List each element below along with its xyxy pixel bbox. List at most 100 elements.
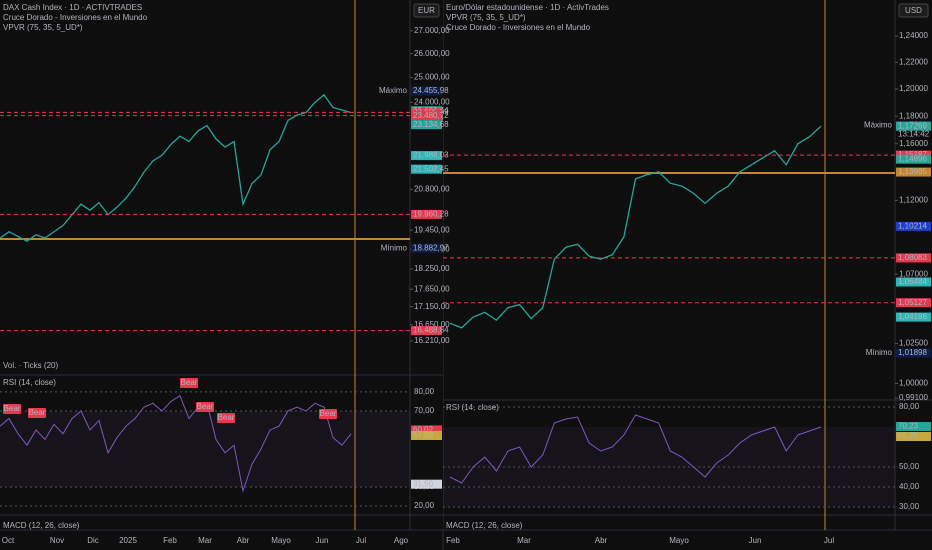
header-line-2: VPVR (75, 35, 5_UD*) [446, 13, 526, 22]
rsi-tick-label: 50,00 [899, 462, 920, 471]
time-label: Feb [163, 536, 177, 545]
price-tag-label: 1,01898 [898, 348, 927, 357]
price-tag-label: 24.455,98 [413, 86, 449, 95]
time-label: Ago [394, 536, 409, 545]
price-tick-label: 1,07000 [899, 269, 928, 278]
currency: EUR [418, 6, 435, 15]
bear-label: Bear [4, 404, 21, 413]
rsi-tag [896, 432, 931, 441]
price-tick-label: 16.650,00 [414, 320, 450, 329]
rsi-tick-label: 70,00 [414, 406, 435, 415]
time-label: Mayo [271, 536, 291, 545]
price-tick-label: 1,02500 [899, 339, 928, 348]
countdown: 13:14:42 [898, 129, 930, 138]
time-label: Abr [595, 536, 608, 545]
price-tick-label: 1,24000 [899, 31, 928, 40]
bear-badge [28, 408, 46, 418]
price-tag [896, 221, 931, 231]
price-tag [411, 164, 442, 174]
rsi-tick-label: 30,00 [899, 502, 920, 511]
bear-label: Bear [320, 409, 337, 418]
bear-label: Bear [181, 378, 198, 387]
rsi-tag-label: 60,02 [413, 425, 434, 434]
bear-label: Bear [218, 413, 235, 422]
bear-badge [319, 409, 337, 419]
price-tag-label: 21.502,45 [413, 164, 449, 173]
price-tick-label: 1,20000 [899, 84, 928, 93]
price-tick-label: 24.000,00 [414, 97, 450, 106]
price-tag [411, 86, 442, 96]
price-tag-label: 1,10214 [898, 221, 927, 230]
price-tag [896, 253, 931, 263]
price-tag [896, 154, 931, 164]
price-tag [411, 111, 442, 121]
time-label: Nov [50, 536, 64, 545]
rsi-title: RSI (14, close) [3, 378, 56, 387]
price-tick-label: 17.650,00 [414, 284, 450, 293]
rsi-tag-label: 65,25 [898, 432, 919, 441]
volume-label: Vol. · Ticks (20) [3, 361, 58, 370]
rsi-tick-label: 20,00 [414, 501, 435, 510]
price-tag [411, 326, 442, 336]
price-tag-label: 1,04196 [898, 312, 927, 321]
time-label: Jul [824, 536, 834, 545]
header-title: DAX Cash Index · 1D · ACTIVTRADES [3, 3, 142, 12]
time-label: Mar [198, 536, 212, 545]
price-tick-label: 0,99100 [899, 393, 928, 402]
price-tag [896, 312, 931, 322]
rsi-tag-label: 31,50 [413, 479, 434, 488]
price-tag [896, 121, 931, 131]
macd-title: MACD (12, 26, close) [446, 521, 523, 530]
rsi-title: RSI (14, close) [446, 403, 499, 412]
price-tag-note: Mínimo [381, 243, 408, 252]
price-tag [896, 348, 931, 358]
currency-box [413, 3, 440, 18]
rsi-tag-label: 70,23 [898, 422, 919, 431]
time-label: Feb [446, 536, 460, 545]
rsi-tick-label: 80,00 [414, 387, 435, 396]
rsi-tag-label: 57,09 [413, 431, 434, 440]
price-tag [411, 243, 442, 253]
price-tick-label: 17.150,00 [414, 302, 450, 311]
price-tag-label: 19.960,28 [413, 210, 449, 219]
bear-badge [196, 402, 214, 412]
price-tick-label: 27.000,00 [414, 26, 450, 35]
time-label: Mayo [669, 536, 689, 545]
rsi-tag [411, 431, 442, 441]
price-tick-label: 1,16000 [899, 139, 928, 148]
price-tick-label: 1,00000 [899, 379, 928, 388]
header-line-2: Cruce Dorado - Inversiones en el Mundo [3, 13, 148, 22]
rsi-tag [411, 425, 442, 435]
price-tick-label: 1,18000 [899, 111, 928, 120]
price-tag-label: 1,14896 [898, 154, 927, 163]
price-tag-label: 1,05127 [898, 298, 927, 307]
price-tick-label: 18.250,00 [414, 264, 450, 273]
price-axis [895, 0, 932, 530]
price-tick-label: 1,12000 [899, 196, 928, 205]
time-label: Jun [316, 536, 329, 545]
header-line-3: VPVR (75, 35, 5_UD*) [3, 23, 83, 32]
price-tag [411, 151, 442, 161]
price-tag [411, 209, 442, 219]
price-tick-label: 19.450,00 [414, 225, 450, 234]
time-label: Mar [517, 536, 531, 545]
price-tag-label: 1,06484 [898, 277, 927, 286]
price-tag-note: Máximo [864, 121, 893, 130]
price-tag-label: 18.882,97 [413, 243, 449, 252]
time-label: Oct [2, 536, 15, 545]
bear-label: Bear [197, 402, 214, 411]
time-label: Jul [356, 536, 366, 545]
price-line [449, 125, 822, 329]
macd-title: MACD (12, 26, close) [3, 521, 80, 530]
rsi-line [0, 394, 352, 493]
rsi-tick-label: 80,00 [899, 402, 920, 411]
price-tag-note: Máximo [379, 86, 408, 95]
price-tag-label: 23.480,72 [413, 111, 449, 120]
price-tag-label: 1,13985 [898, 167, 927, 176]
price-tag-label: 21.988,03 [413, 151, 449, 160]
bear-badge [217, 413, 235, 423]
rsi-line [449, 414, 822, 484]
price-tag-label: 1,08083 [898, 253, 927, 262]
bear-label: Bear [29, 408, 46, 417]
